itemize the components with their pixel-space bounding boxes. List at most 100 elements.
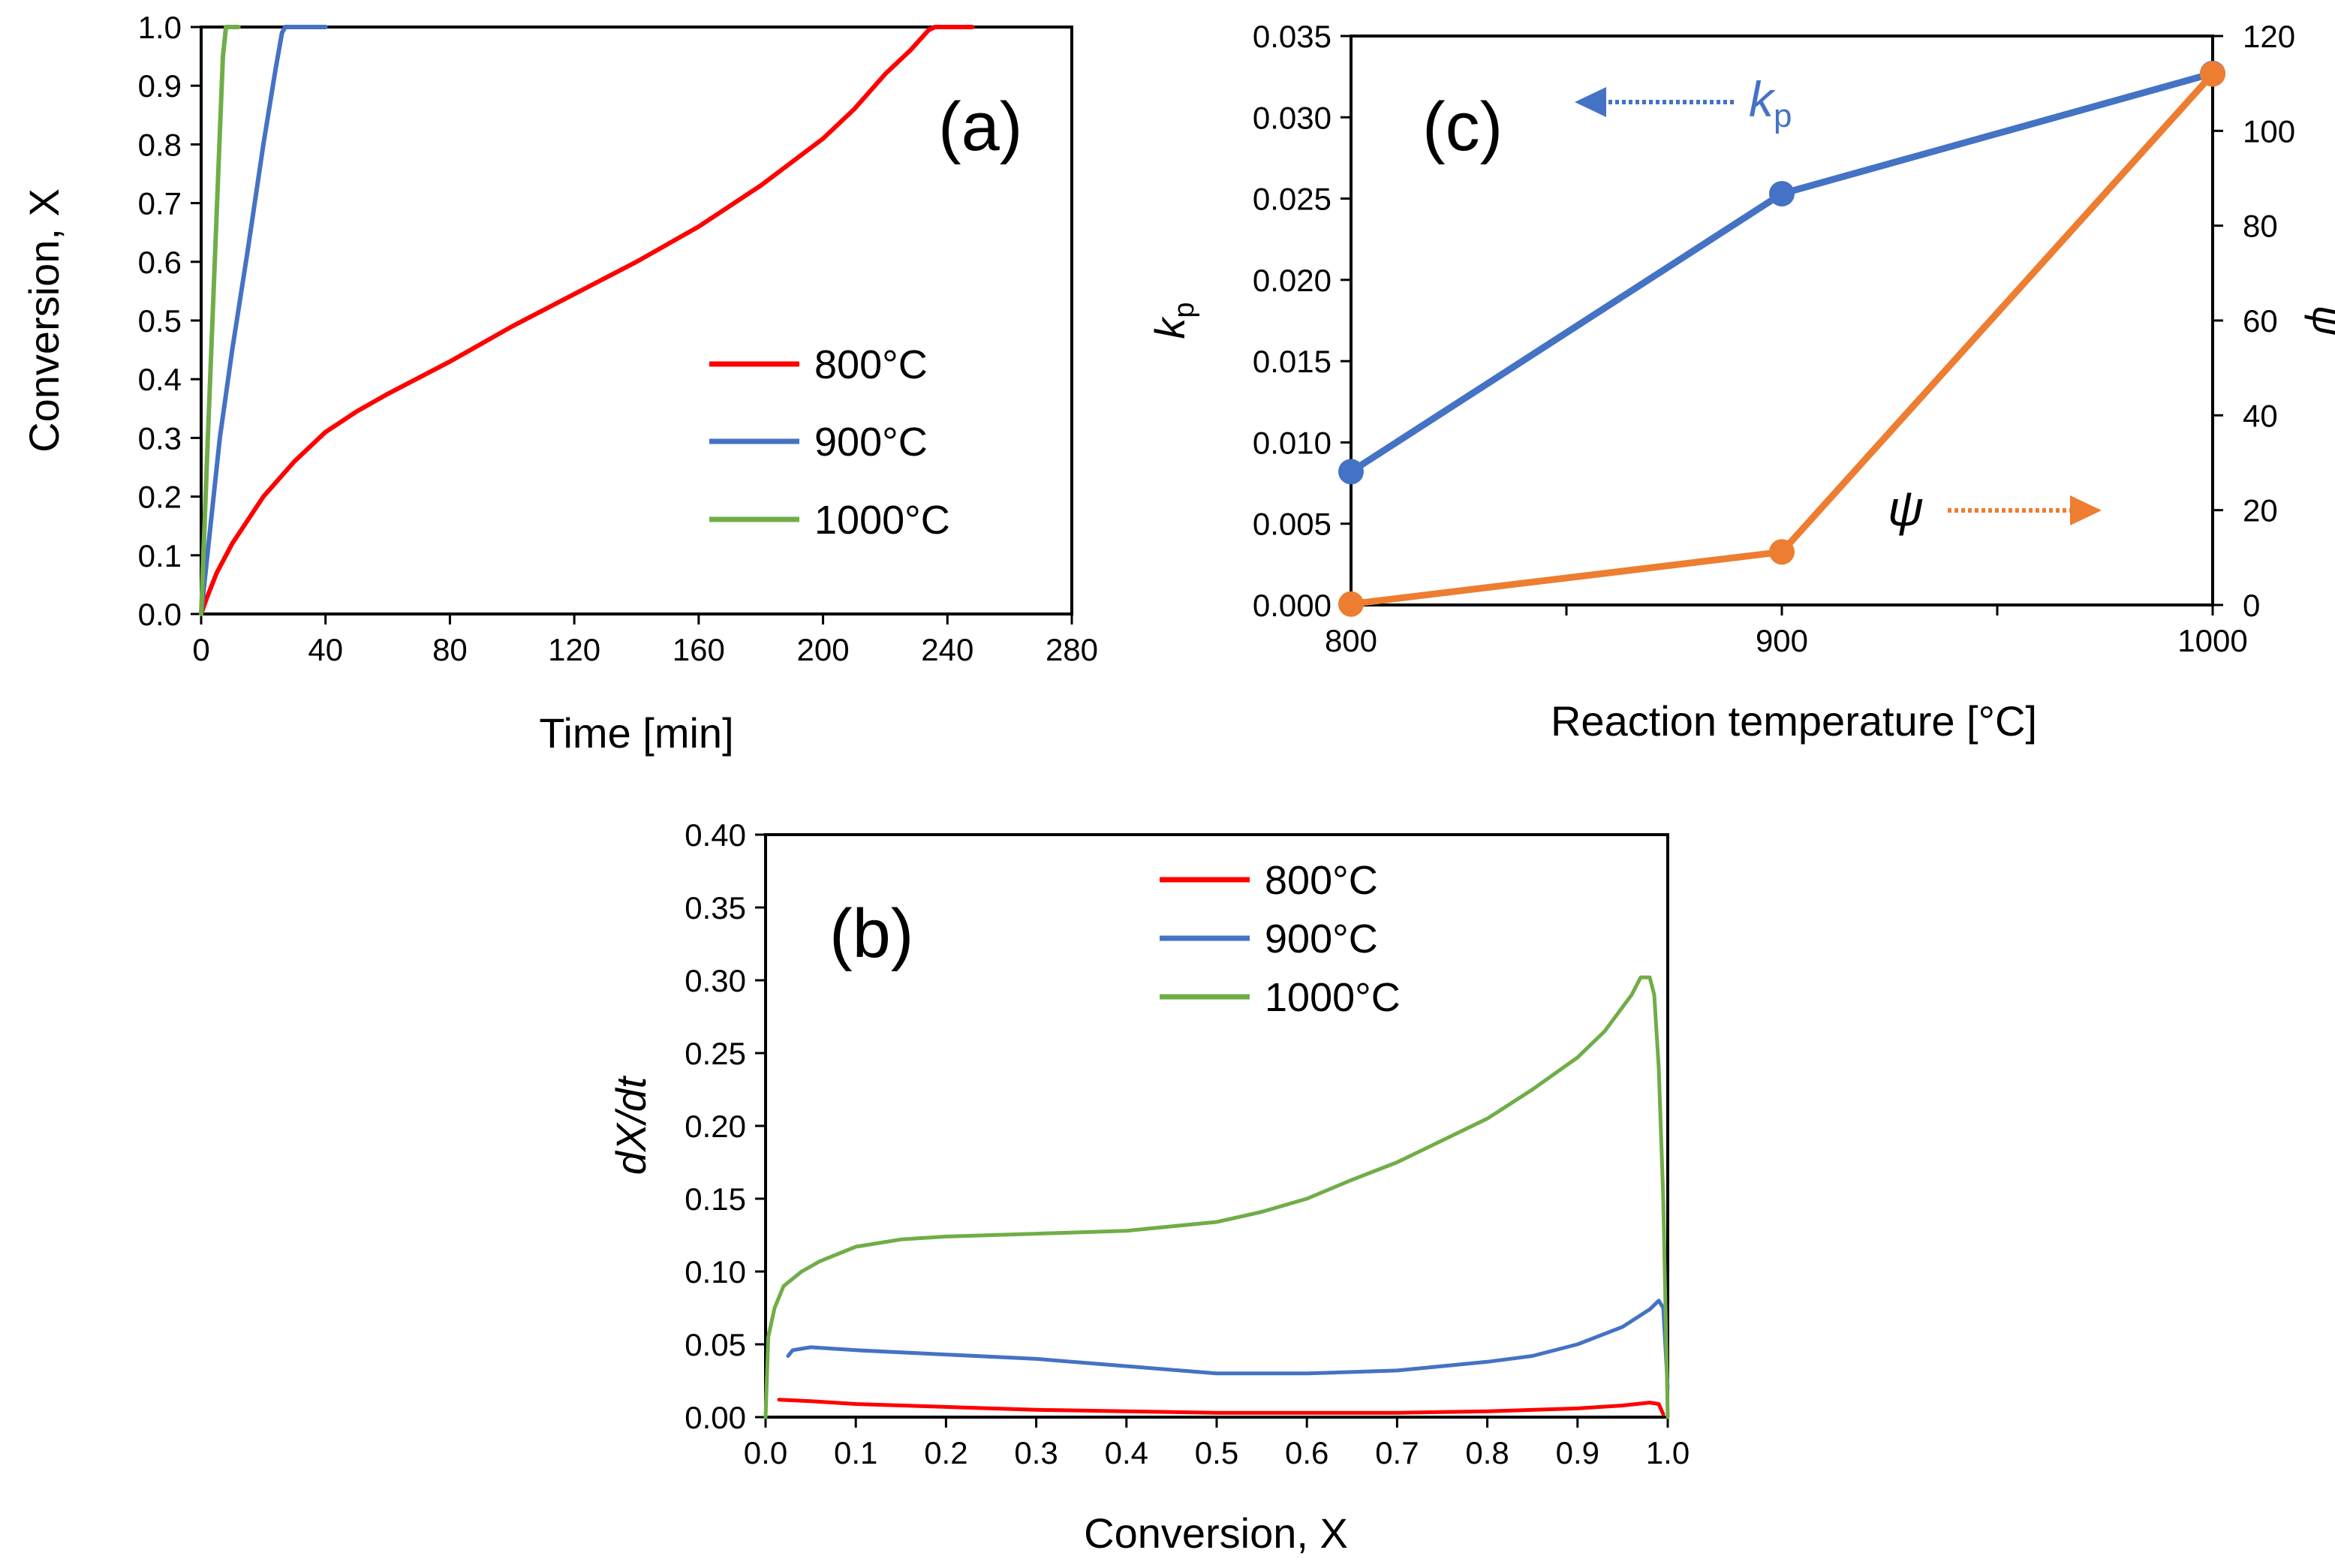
panel-c-label: (c): [1422, 89, 1503, 165]
panel-b-x-tick-label: 0.4: [1105, 1435, 1148, 1470]
panel-a-y-tick-label: 0.3: [138, 420, 182, 456]
panel-b-y-tick-label: 0.05: [685, 1327, 746, 1362]
panel-a-x-tick-label: 40: [308, 632, 343, 667]
panel-a-y-axis-title: Conversion, X: [20, 188, 68, 453]
panel-c-x-ticks: 800 900 1000: [1325, 605, 2248, 658]
panel-b-x-tick-label: 0.8: [1465, 1435, 1509, 1470]
panel-a-x-tick-label: 0: [192, 632, 209, 667]
panel-c-y2-tick-label: 120: [2243, 19, 2295, 54]
panel-b-x-tick-label: 0.1: [834, 1435, 877, 1470]
panel-c-annotation-psi-text: ψ: [1888, 480, 1924, 536]
panel-b-x-axis-title-text: Conversion, X: [1084, 1509, 1348, 1557]
panel-b-legend-label-800: 800°C: [1265, 858, 1378, 903]
panel-a-x-tick-label: 80: [432, 632, 468, 667]
panel-c-annotation-kp-text: kp: [1749, 71, 1792, 134]
panel-a-y-tick-label: 0.2: [138, 480, 182, 515]
panel-c-data-point-s1: [1769, 539, 1795, 565]
panel-c-y-tick-label: 0.035: [1253, 19, 1331, 54]
panel-c-annotation-psi-arrow-head: [2070, 495, 2102, 525]
panel-b-x-tick-label: 0.5: [1195, 1435, 1238, 1470]
panel-c-y-ticks: 0.000 0.005 0.010 0.015 0.020 0.025 0.030 0.035: [1253, 19, 1351, 623]
panel-c-y2-tick-label: 40: [2243, 398, 2278, 433]
panel-a-legend: 800°C 900°C 1000°C: [709, 342, 950, 543]
panel-a-y-tick-label: 1.0: [138, 10, 182, 45]
panel-b-label: (b): [829, 895, 913, 972]
panel-a-legend-label-1000: 1000°C: [814, 498, 950, 543]
panel-c-y-axis-title-sub: p: [1169, 302, 1200, 318]
panel-b-x-axis-title: Conversion, X: [1084, 1509, 1348, 1557]
panel-a-x-tick-label: 240: [921, 632, 973, 667]
panel-a-y-tick-label: 0.1: [138, 538, 182, 573]
panel-a-x-tick-label: 280: [1046, 632, 1098, 667]
panel-c-y-axis-title-k: k: [1146, 316, 1193, 339]
panel-b-series-line-800C: [777, 1398, 1665, 1416]
panel-c-y-tick-label: 0.010: [1253, 425, 1331, 460]
panel-a-series-line-900C: [199, 25, 328, 616]
panel-b-x-tick-label: 1.0: [1646, 1435, 1690, 1470]
panel-c-y2-tick-label: 20: [2243, 493, 2278, 528]
panel-c: 800 900 1000 0.0000.0050.0100.0150.0200.02…: [1146, 19, 2335, 745]
panel-b-y-tick-label: 0.35: [685, 890, 746, 925]
panel-a: 0 40 80 120 160 200 240 280 0.00.10.20.30.40.50…: [20, 10, 1098, 757]
panel-c-y-tick-label: 0.025: [1253, 182, 1331, 217]
panel-a-y-tick-label: 0.9: [138, 68, 182, 104]
panel-b-y-tick-label: 0.00: [685, 1400, 746, 1435]
panel-c-y-tick-label: 0.005: [1253, 507, 1331, 542]
panel-b: 0.0 0.1 0.2 0.3 0.4 0.5 0.6 0.7 0.8 0.9 1.0 0.000.…: [607, 817, 1690, 1557]
panel-b-y-tick-label: 0.20: [685, 1109, 746, 1144]
panel-b-series-line-1000C: [763, 975, 1670, 1419]
panel-b-x-tick-label: 0.0: [744, 1435, 787, 1470]
panel-a-x-axis-title: Time [min]: [539, 709, 733, 757]
panel-b-series: [763, 975, 1670, 1419]
panel-c-y-tick-label: 0.020: [1253, 263, 1331, 298]
panel-b-legend-label-1000: 1000°C: [1265, 975, 1401, 1020]
panel-c-data-point-s1: [1338, 591, 1364, 617]
panel-a-x-tick-label: 200: [797, 632, 850, 667]
panel-a-y-ticks: 0.0 0.1 0.2 0.3 0.4 0.5 0.6 0.7 0.8 0.9 1.0: [138, 10, 201, 632]
panel-a-y-tick-label: 0.4: [138, 362, 182, 397]
panel-c-data-point-s1: [2200, 61, 2225, 87]
panel-a-x-tick-label: 160: [673, 632, 725, 667]
panel-b-y-tick-label: 0.10: [685, 1254, 746, 1290]
panel-b-y-ticks: 0.00 0.05 0.10 0.15 0.20 0.25 0.30 0.35 0.40: [685, 817, 766, 1435]
panel-c-y-tick-label: 0.000: [1253, 588, 1331, 623]
panel-b-y-tick-label: 0.15: [685, 1181, 746, 1217]
panel-c-x-tick-label: 800: [1325, 623, 1377, 658]
panel-c-annotation-psi: ψ: [1888, 480, 2102, 536]
panel-c-annotation-kp-sub: p: [1774, 98, 1792, 134]
panel-a-series-line-800C: [199, 25, 975, 616]
panel-c-annotation-kp: kp: [1575, 71, 1792, 134]
panel-a-y-axis-title-text: Conversion, X: [20, 188, 68, 453]
panel-a-legend-label-900: 900°C: [814, 420, 928, 465]
panel-a-series-line-1000C: [199, 25, 241, 616]
panel-b-series-line-900C: [786, 1299, 1670, 1390]
panel-c-data-point-kp: [1769, 181, 1795, 207]
panel-c-y-axis-title: kp: [1146, 302, 1200, 339]
panel-c-y2-tick-label: 0: [2243, 588, 2260, 623]
panel-c-x-tick-label: 1000: [2177, 623, 2247, 658]
panel-c-series: [1338, 60, 2225, 617]
panel-c-annotation-kp-k: k: [1749, 71, 1776, 127]
panel-b-y-axis-title: dX/dt: [607, 1075, 654, 1175]
panel-a-y-tick-label: 0.6: [138, 245, 182, 280]
panel-a-y-tick-label: 0.7: [138, 186, 182, 221]
panel-b-legend: 800°C 900°C 1000°C: [1160, 858, 1401, 1020]
panel-a-label: (a): [938, 89, 1022, 165]
panel-b-y-tick-label: 0.30: [685, 963, 746, 998]
panel-c-y-tick-label: 0.030: [1253, 100, 1331, 135]
panel-b-x-tick-label: 0.9: [1556, 1435, 1599, 1470]
panel-b-legend-label-900: 900°C: [1265, 916, 1378, 962]
panel-b-x-tick-label: 0.7: [1375, 1435, 1419, 1470]
panel-b-x-ticks: 0.0 0.1 0.2 0.3 0.4 0.5 0.6 0.7 0.8 0.9 1.0: [744, 1417, 1690, 1470]
panel-a-series: [199, 25, 975, 616]
panel-a-y-tick-label: 0.8: [138, 127, 182, 162]
panel-c-y2-ticks: 0 20 40 60 80 100 120: [2213, 19, 2295, 623]
panel-a-legend-label-800: 800°C: [814, 342, 928, 387]
panel-b-x-tick-label: 0.6: [1285, 1435, 1328, 1470]
panel-c-x-axis-title: Reaction temperature [°C]: [1551, 697, 2037, 745]
panel-c-data-point-kp: [1338, 459, 1364, 485]
panel-a-y-tick-label: 0.0: [138, 597, 182, 632]
panel-b-y-tick-label: 0.40: [685, 817, 746, 853]
panel-c-x-tick-label: 900: [1756, 623, 1808, 658]
